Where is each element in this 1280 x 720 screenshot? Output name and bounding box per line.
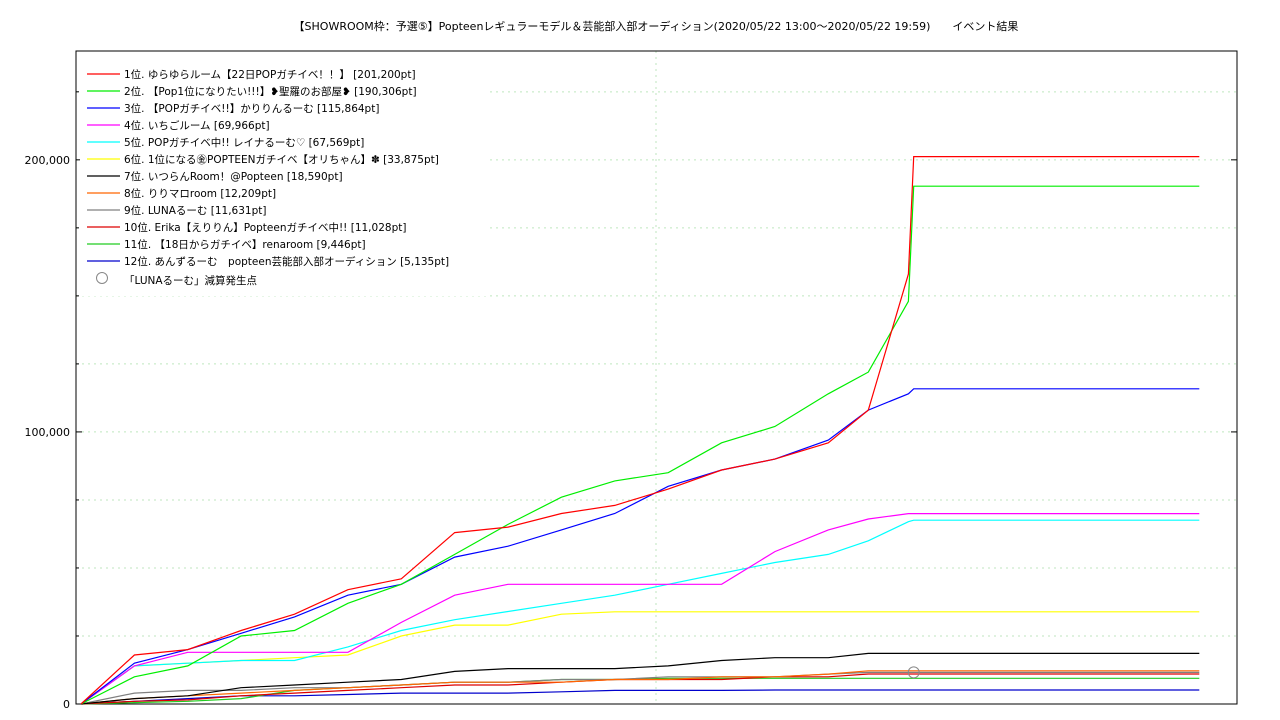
legend-background: [80, 64, 490, 296]
series-line: [80, 652, 1200, 705]
series-line: [80, 677, 1200, 705]
y-tick-label: 100,000: [25, 426, 71, 439]
series-lines: [80, 156, 1200, 705]
series-line: [80, 670, 1200, 705]
series-line: [80, 388, 1200, 705]
legend-label: 1位. ゆらゆらルーム【22日POPガチイベ！！】 [201,200pt]: [124, 68, 416, 81]
legend-label: 10位. Erika【えりりん】Popteenガチイベ中!! [11,028pt…: [124, 221, 406, 234]
legend-label: 5位. POPガチイベ中!! レイナるーむ♡ [67,569pt]: [124, 136, 364, 149]
legend-label: 3位. 【POPガチイベ!!】かりりんるーむ [115,864pt]: [124, 102, 379, 115]
plot-frame: [75, 50, 1238, 705]
legend-label: 8位. りりマロroom [12,209pt]: [124, 187, 276, 200]
legend-label: 12位. あんずるーむ popteen芸能部入部オーディション [5,135pt…: [124, 255, 449, 268]
series-line: [80, 519, 1200, 705]
legend-label-marker: 「LUNAるーむ」減算発生点: [124, 274, 257, 287]
legend-label: 11位. 【18日からガチイベ】renaroom [9,446pt]: [124, 238, 366, 251]
chart-title: 【SHOWROOM枠：予選⑤】Popteenレギュラーモデル＆芸能部入部オーディ…: [294, 19, 1019, 33]
legend-label: 2位. 【Pop1位になりたい!!!】❥聖羅のお部屋❥ [190,306pt]: [124, 85, 417, 98]
series-line: [80, 185, 1200, 705]
legend-label: 9位. LUNAるーむ [11,631pt]: [124, 204, 266, 217]
chart-legend: 1位. ゆらゆらルーム【22日POPガチイベ！！】 [201,200pt] 2位.…: [80, 64, 490, 296]
series-line: [80, 512, 1200, 705]
y-tick-label: 200,000: [25, 154, 71, 167]
legend-label: 7位. いつらんRoom！@Popteen [18,590pt]: [124, 170, 343, 183]
y-axis: 0 100,000 200,000: [25, 91, 1237, 711]
luna-subtraction-marker: [907, 666, 920, 679]
legend-label: 6位. 1位になる㊎POPTEENガチイベ【オリちゃん】✽ [33,875pt]: [124, 153, 439, 166]
legend-label: 4位. いちごルーム [69,966pt]: [124, 119, 270, 132]
series-line: [80, 671, 1200, 705]
subtraction-marker-layer: [907, 666, 920, 679]
legend-marker-icon: [96, 272, 108, 284]
y-tick-label: 0: [63, 698, 70, 711]
series-line: [80, 156, 1200, 705]
